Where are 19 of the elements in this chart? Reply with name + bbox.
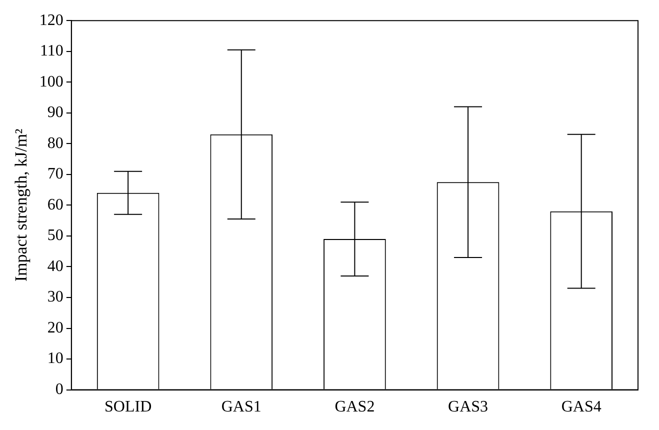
y-tick-label: 100: [39, 73, 64, 90]
y-tick-label: 30: [47, 288, 64, 306]
y-tick-label: 80: [47, 134, 64, 152]
x-tick-label: GAS4: [561, 398, 602, 416]
y-tick-label: 110: [40, 42, 64, 60]
x-tick-label: SOLID: [104, 398, 152, 416]
x-tick-label: GAS3: [448, 398, 488, 416]
y-tick-label: 70: [47, 166, 64, 183]
y-tick-label: 20: [47, 319, 64, 336]
y-tick-label: 50: [47, 227, 64, 244]
y-tick-label: 60: [47, 196, 64, 214]
y-axis-title: Impact strength, kJ/m²: [12, 128, 31, 282]
x-tick-label: GAS2: [334, 398, 375, 416]
y-tick-label: 0: [55, 381, 64, 398]
y-tick-label: 10: [47, 350, 64, 368]
x-tick-label: GAS1: [221, 398, 262, 416]
y-tick-label: 120: [39, 12, 64, 29]
y-tick-label: 90: [47, 104, 64, 122]
y-tick-label: 40: [47, 258, 64, 275]
